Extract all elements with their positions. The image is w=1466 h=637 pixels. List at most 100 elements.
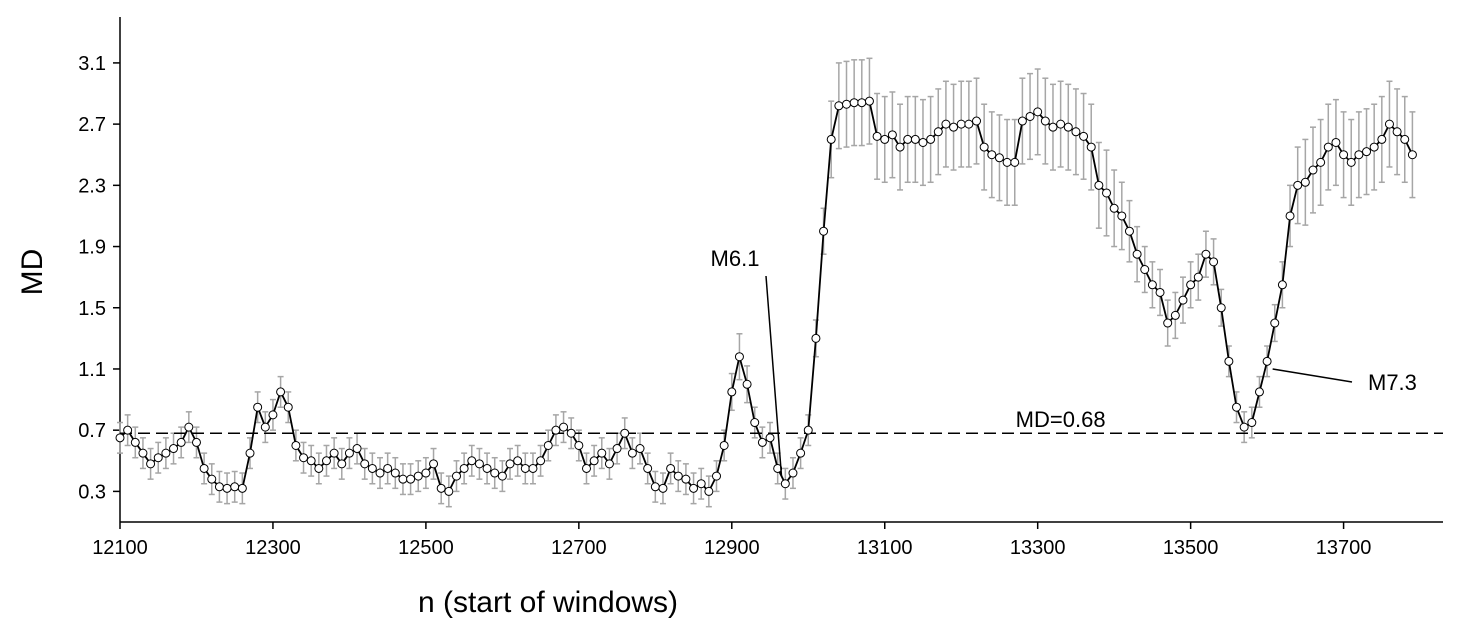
x-tick-label: 13700 (1316, 537, 1372, 559)
data-point (887, 130, 897, 140)
annotation-pointer (1272, 368, 1353, 383)
data-point (689, 483, 699, 493)
data-point (1017, 116, 1027, 126)
data-point (1079, 131, 1089, 141)
data-point (536, 456, 546, 466)
data-point (803, 425, 813, 435)
y-tick-label: 0.3 (78, 481, 106, 503)
data-point (1392, 127, 1402, 137)
data-point (941, 119, 951, 129)
data-point (612, 444, 622, 454)
data-point (138, 448, 148, 458)
data-point (1308, 165, 1318, 175)
data-point (1033, 107, 1043, 117)
data-point (1086, 142, 1096, 152)
data-point (711, 471, 721, 481)
data-point (734, 352, 744, 362)
data-point (1010, 157, 1020, 167)
data-point (199, 463, 209, 473)
data-point (635, 444, 645, 454)
data-point (796, 448, 806, 458)
y-tick-label: 0.7 (78, 420, 106, 442)
data-point (115, 433, 125, 443)
data-point (543, 440, 553, 450)
data-point (222, 483, 232, 493)
data-point (742, 379, 752, 389)
data-point (161, 448, 171, 458)
x-axis-label: n (start of windows) (418, 586, 678, 619)
data-point (1040, 116, 1050, 126)
data-point (1193, 272, 1203, 282)
data-point (490, 468, 500, 478)
data-point (329, 448, 339, 458)
data-point (972, 116, 982, 126)
data-point (1155, 287, 1165, 297)
data-point (788, 468, 798, 478)
data-point (903, 134, 913, 144)
data-point (268, 410, 278, 420)
data-point (1277, 280, 1287, 290)
data-point (1186, 280, 1196, 290)
data-point (375, 468, 385, 478)
data-point (253, 402, 263, 412)
data-point (505, 459, 515, 469)
data-point (597, 448, 607, 458)
data-point (933, 127, 943, 137)
data-point (1002, 157, 1012, 167)
data-point (1117, 211, 1127, 221)
data-point (1262, 356, 1272, 366)
x-tick-label: 13100 (857, 537, 913, 559)
data-point (390, 468, 400, 478)
data-point (727, 387, 737, 397)
data-point (1316, 157, 1326, 167)
data-point (1407, 150, 1417, 160)
data-point (1124, 226, 1134, 236)
data-point (314, 463, 324, 473)
x-tick-label: 13300 (1010, 537, 1066, 559)
data-point (1201, 249, 1211, 259)
data-point (773, 463, 783, 473)
data-point (650, 482, 660, 492)
data-point (184, 422, 194, 432)
data-point (169, 444, 179, 454)
data-point (1331, 137, 1341, 147)
data-point (666, 463, 676, 473)
data-point (337, 459, 347, 469)
y-tick-label: 3.1 (78, 53, 106, 75)
data-point (926, 134, 936, 144)
data-point (123, 425, 133, 435)
data-point (551, 425, 561, 435)
data-point (1300, 177, 1310, 187)
data-point (673, 471, 683, 481)
x-tick-label: 12100 (92, 537, 148, 559)
data-point (811, 333, 821, 343)
data-point (842, 99, 852, 109)
data-point (704, 486, 714, 496)
data-point (1232, 402, 1242, 412)
data-point (1293, 180, 1303, 190)
data-point (1354, 150, 1364, 160)
data-point (1109, 203, 1119, 213)
data-point (849, 98, 859, 108)
data-point (1094, 180, 1104, 190)
data-point (1056, 119, 1066, 129)
data-point (627, 448, 637, 458)
data-point (918, 137, 928, 147)
data-point (910, 134, 920, 144)
data-point (872, 131, 882, 141)
data-point (857, 98, 867, 108)
data-point (574, 440, 584, 450)
data-point (429, 459, 439, 469)
data-point (780, 479, 790, 489)
y-tick-label: 1.1 (78, 359, 106, 381)
data-point (1147, 280, 1157, 290)
data-point (643, 463, 653, 473)
data-point (1384, 119, 1394, 129)
data-point (750, 418, 760, 428)
data-point (520, 463, 530, 473)
data-point (474, 459, 484, 469)
data-point (191, 437, 201, 447)
data-point (1063, 122, 1073, 132)
y-tick-label: 2.7 (78, 114, 106, 136)
data-point (459, 463, 469, 473)
